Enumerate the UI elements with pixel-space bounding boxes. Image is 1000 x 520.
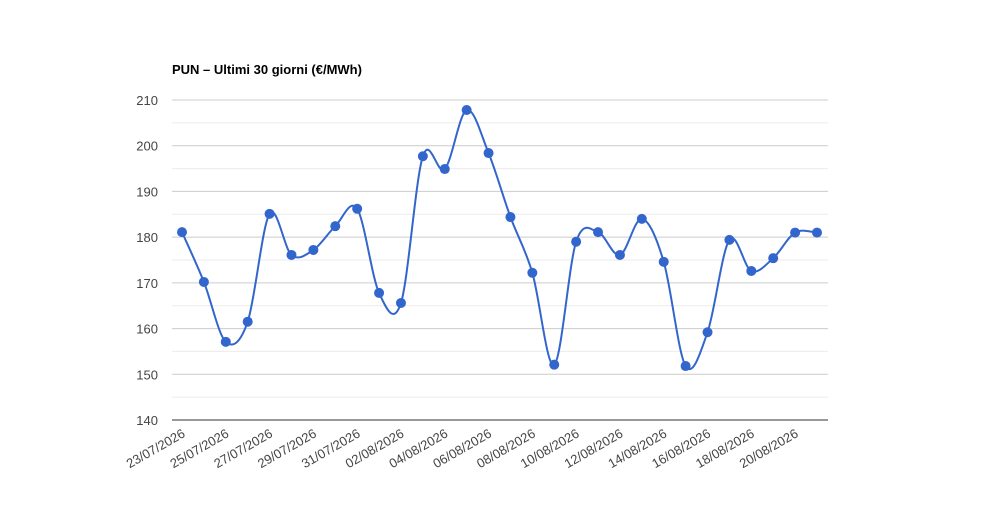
point — [593, 227, 604, 238]
point — [812, 227, 822, 238]
point — [417, 151, 428, 162]
point — [746, 265, 757, 276]
y-tick-label: 190 — [136, 184, 158, 199]
point — [505, 212, 516, 223]
y-tick-label: 160 — [136, 322, 158, 337]
y-tick-label: 200 — [136, 139, 158, 154]
point — [439, 164, 450, 175]
point — [286, 249, 297, 260]
point — [264, 208, 275, 219]
point — [790, 227, 801, 238]
y-tick-label: 140 — [136, 413, 158, 428]
point — [177, 227, 187, 238]
point — [374, 287, 385, 298]
point — [658, 256, 669, 267]
point — [702, 327, 713, 338]
point — [768, 253, 779, 264]
point — [724, 234, 735, 245]
point — [571, 236, 582, 247]
chart-title: PUN – Ultimi 30 giorni (€/MWh) — [172, 62, 362, 77]
y-tick-label: 180 — [136, 230, 158, 245]
line — [181, 109, 818, 370]
y-tick-label: 170 — [136, 276, 158, 291]
point — [461, 105, 472, 116]
y-tick-label: 150 — [136, 367, 158, 382]
point — [220, 336, 231, 347]
point — [680, 361, 691, 372]
point — [308, 244, 319, 255]
point — [330, 221, 341, 232]
point — [352, 203, 363, 214]
point — [549, 359, 560, 370]
point — [614, 249, 625, 260]
point — [198, 276, 209, 287]
point — [527, 267, 538, 278]
point — [242, 316, 253, 327]
point — [483, 148, 494, 159]
point — [636, 213, 647, 224]
point — [395, 297, 406, 308]
y-tick-label: 210 — [136, 93, 158, 108]
